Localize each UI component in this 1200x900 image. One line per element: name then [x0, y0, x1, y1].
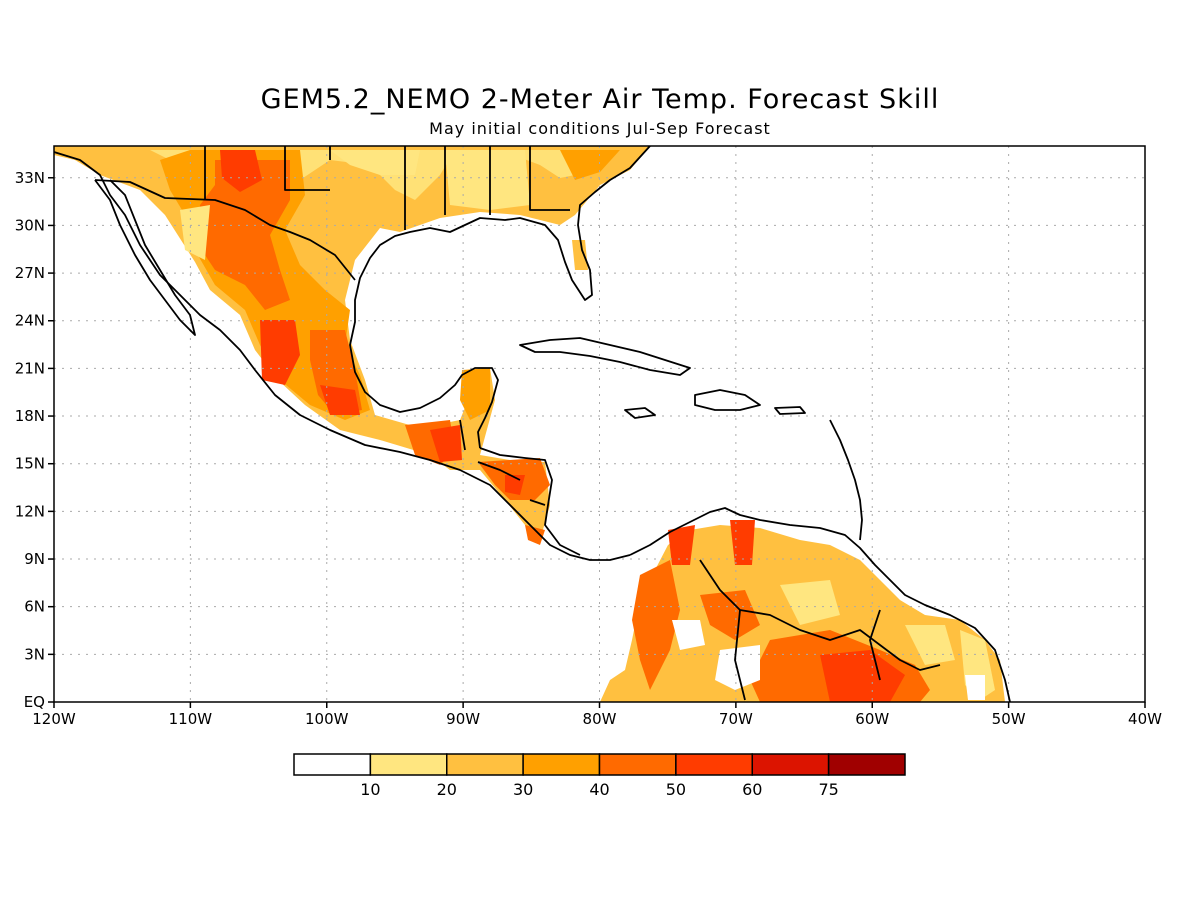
- colorbar-swatch: [369, 753, 448, 776]
- coastlines: [54, 146, 1011, 702]
- colorbar: 10 20 30 40 50 60 75: [293, 753, 906, 799]
- colorbar-label: 10: [360, 780, 380, 799]
- colorbar-swatch: [522, 753, 601, 776]
- colorbar-swatch: [598, 753, 677, 776]
- lon-tick-label: 120W: [32, 710, 76, 728]
- lon-tick-label: 40W: [1128, 710, 1162, 728]
- lon-tick-label: 70W: [719, 710, 753, 728]
- lat-tick-label: 24N: [15, 312, 45, 330]
- lat-tick-label: 6N: [24, 598, 45, 616]
- grid-lines: [54, 146, 1145, 702]
- lon-tick-label: 110W: [169, 710, 213, 728]
- lat-tick-label: 33N: [15, 169, 45, 187]
- lat-tick-label: 12N: [15, 502, 45, 520]
- colorbar-swatch: [675, 753, 753, 776]
- colorbar-swatch: [751, 753, 830, 776]
- lon-tick-label: 100W: [305, 710, 349, 728]
- lat-tick-label: 18N: [15, 407, 45, 425]
- lon-tick-label: 90W: [446, 710, 480, 728]
- map-title: GEM5.2_NEMO 2-Meter Air Temp. Forecast S…: [260, 84, 940, 115]
- colorbar-label: 50: [666, 780, 686, 799]
- colorbar-swatch: [293, 753, 372, 776]
- lat-tick-label: 21N: [15, 359, 45, 377]
- lat-axis: EQ 3N 6N 9N 12N 15N 18N 21N 24N 27N 30N 33N: [15, 169, 54, 711]
- colorbar-label: 75: [818, 780, 838, 799]
- lon-tick-label: 60W: [855, 710, 889, 728]
- skill-shading: [54, 146, 1005, 702]
- lat-tick-label: 30N: [15, 216, 45, 234]
- lat-tick-label: 3N: [24, 645, 45, 663]
- lat-tick-label: 27N: [15, 264, 45, 282]
- map-subtitle: May initial conditions Jul-Sep Forecast: [429, 119, 771, 138]
- lat-tick-label: 9N: [24, 550, 45, 568]
- lon-tick-label: 50W: [992, 710, 1026, 728]
- lon-tick-label: 80W: [583, 710, 617, 728]
- lat-tick-label: 15N: [15, 455, 45, 473]
- colorbar-swatch: [827, 753, 906, 776]
- colorbar-label: 40: [589, 780, 609, 799]
- colorbar-swatch: [446, 753, 524, 776]
- colorbar-label: 60: [742, 780, 762, 799]
- colorbar-label: 30: [513, 780, 533, 799]
- colorbar-label: 20: [437, 780, 457, 799]
- lon-axis: 120W 110W 100W 90W 80W 70W 60W 50W 40W: [32, 702, 1162, 728]
- lat-tick-label: EQ: [24, 693, 45, 711]
